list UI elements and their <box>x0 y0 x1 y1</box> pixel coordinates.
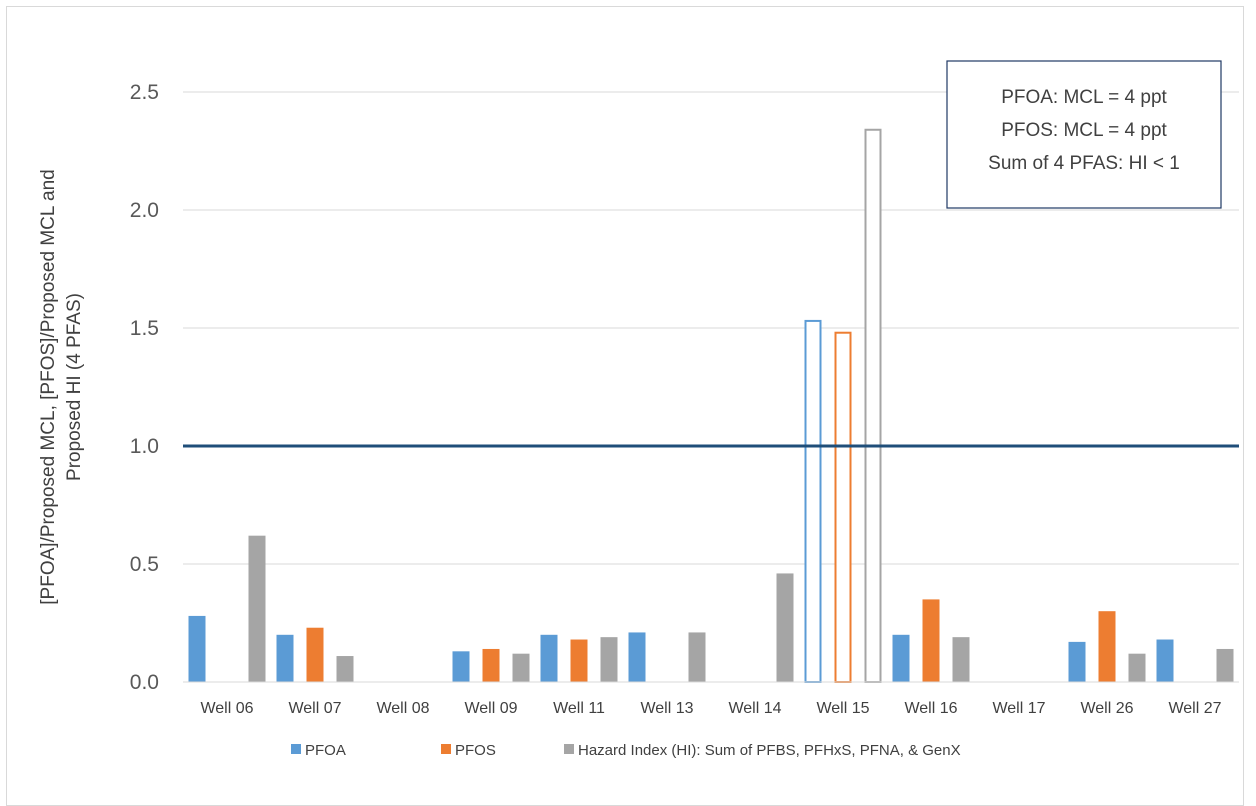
annotation-box: PFOA: MCL = 4 ppt PFOS: MCL = 4 ppt Sum of… <box>946 60 1222 209</box>
x-tick-label: Well 16 <box>904 700 957 717</box>
legend-swatch <box>441 744 451 754</box>
x-tick-label: Well 17 <box>992 700 1045 717</box>
bar <box>1128 653 1146 682</box>
bar <box>188 615 206 682</box>
bar <box>834 331 852 683</box>
bar <box>600 637 618 682</box>
x-tick-label: Well 13 <box>640 700 693 717</box>
y-tick-label: 0.5 <box>130 553 159 576</box>
bar <box>248 535 266 682</box>
x-tick-label: Well 06 <box>200 700 253 717</box>
annotation-border <box>946 60 1222 209</box>
x-tick-label: Well 15 <box>816 700 869 717</box>
bar <box>276 634 294 682</box>
bar <box>1068 641 1086 682</box>
x-tick-label: Well 14 <box>728 700 781 717</box>
bar <box>482 648 500 682</box>
chart-frame: 0.0 0.5 1.0 1.5 2.0 2.5 Well 06 Well 07 Well 08 W… <box>6 6 1244 806</box>
legend-swatch <box>291 744 301 754</box>
y-axis-title: [PFOA]/Proposed MCL, [PFOS]/Proposed MCL… <box>38 169 59 604</box>
x-tick-label: Well 09 <box>464 700 517 717</box>
bar <box>512 653 530 682</box>
bar <box>922 599 940 682</box>
legend-swatch <box>564 744 574 754</box>
bars <box>188 128 1234 683</box>
legend: PFOA PFOS Hazard Index (HI): Sum of PFBS, … <box>291 742 961 759</box>
x-tick-label: Well 07 <box>288 700 341 717</box>
bar <box>1216 648 1234 682</box>
bar <box>540 634 558 682</box>
bar <box>1098 611 1116 682</box>
annotation-line: PFOA: MCL = 4 ppt <box>1001 87 1167 108</box>
bar <box>570 639 588 682</box>
y-tick-label: 2.0 <box>130 199 159 222</box>
x-tick-label: Well 27 <box>1168 700 1221 717</box>
bar <box>452 651 470 682</box>
bar <box>776 573 794 682</box>
bar <box>306 627 324 682</box>
bar <box>336 656 354 682</box>
bar <box>804 319 822 683</box>
y-axis-label: [PFOA]/Proposed MCL, [PFOS]/Proposed MCL… <box>38 169 85 604</box>
y-axis-title: Proposed HI (4 PFAS) <box>64 293 85 481</box>
annotation-line: Sum of 4 PFAS: HI < 1 <box>988 153 1180 174</box>
x-tick-label: Well 11 <box>553 700 605 717</box>
bar <box>688 632 706 682</box>
x-tick-label: Well 08 <box>376 700 429 717</box>
legend-label: PFOA <box>305 742 346 759</box>
bar <box>892 634 910 682</box>
bar <box>1156 639 1174 682</box>
x-tick-label: Well 26 <box>1080 700 1133 717</box>
legend-label: Hazard Index (HI): Sum of PFBS, PFHxS, P… <box>578 742 961 759</box>
axes: 0.0 0.5 1.0 1.5 2.0 2.5 Well 06 Well 07 Well 08 W… <box>130 81 1239 717</box>
bar <box>864 128 882 683</box>
legend-label: PFOS <box>455 742 496 759</box>
annotation-line: PFOS: MCL = 4 ppt <box>1001 120 1167 141</box>
y-tick-label: 2.5 <box>130 81 159 104</box>
bar <box>952 637 970 682</box>
y-tick-label: 1.5 <box>130 317 159 340</box>
y-tick-label: 1.0 <box>130 435 159 458</box>
chart: 0.0 0.5 1.0 1.5 2.0 2.5 Well 06 Well 07 Well 08 W… <box>38 60 1239 759</box>
y-tick-label: 0.0 <box>130 671 159 694</box>
bar <box>628 632 646 682</box>
